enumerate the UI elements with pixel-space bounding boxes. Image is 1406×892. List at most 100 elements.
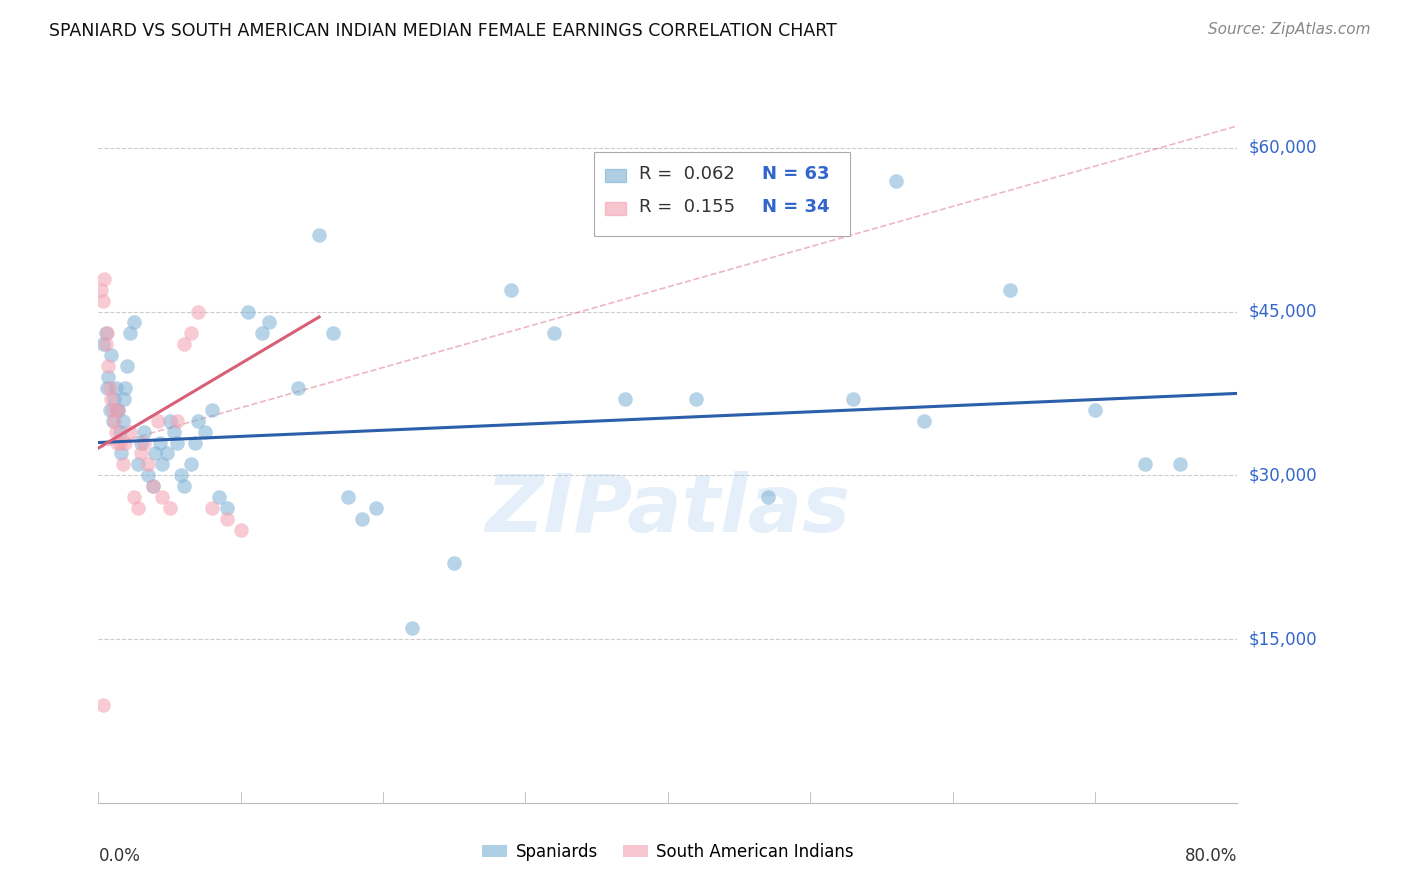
Point bbox=[614, 392, 637, 406]
Point bbox=[152, 458, 174, 472]
FancyBboxPatch shape bbox=[605, 202, 626, 215]
Point bbox=[998, 283, 1021, 297]
Point bbox=[105, 402, 128, 417]
Point bbox=[350, 512, 373, 526]
FancyBboxPatch shape bbox=[605, 169, 626, 182]
Point bbox=[1133, 458, 1156, 472]
Point bbox=[148, 414, 170, 428]
Text: $45,000: $45,000 bbox=[1249, 302, 1317, 320]
Point bbox=[101, 402, 124, 417]
Point bbox=[166, 435, 188, 450]
Point bbox=[98, 381, 121, 395]
Point bbox=[145, 446, 167, 460]
Text: R =  0.062: R = 0.062 bbox=[640, 166, 735, 184]
Point bbox=[685, 392, 707, 406]
Point bbox=[215, 512, 238, 526]
Point bbox=[173, 479, 195, 493]
Point bbox=[152, 490, 174, 504]
Point bbox=[215, 501, 238, 516]
Point bbox=[94, 337, 117, 351]
Point bbox=[180, 326, 202, 341]
Text: $30,000: $30,000 bbox=[1249, 467, 1317, 484]
Point bbox=[114, 381, 136, 395]
Point bbox=[103, 414, 125, 428]
Point bbox=[149, 435, 172, 450]
Point bbox=[129, 446, 152, 460]
Point bbox=[236, 304, 259, 318]
Point bbox=[1170, 458, 1192, 472]
Point bbox=[187, 304, 209, 318]
Text: N = 63: N = 63 bbox=[762, 166, 830, 184]
Point bbox=[884, 173, 907, 187]
FancyBboxPatch shape bbox=[593, 152, 851, 235]
Point bbox=[364, 501, 387, 516]
Point bbox=[107, 402, 129, 417]
Point bbox=[166, 414, 188, 428]
Point bbox=[163, 425, 186, 439]
Text: SPANIARD VS SOUTH AMERICAN INDIAN MEDIAN FEMALE EARNINGS CORRELATION CHART: SPANIARD VS SOUTH AMERICAN INDIAN MEDIAN… bbox=[49, 22, 837, 40]
Point bbox=[127, 458, 149, 472]
Point bbox=[159, 501, 181, 516]
Point bbox=[96, 326, 118, 341]
Point bbox=[107, 402, 129, 417]
Point bbox=[194, 425, 217, 439]
Legend: Spaniards, South American Indians: Spaniards, South American Indians bbox=[475, 837, 860, 868]
Point bbox=[443, 556, 465, 570]
Point bbox=[100, 392, 122, 406]
Point bbox=[122, 490, 145, 504]
Point bbox=[842, 392, 865, 406]
Point bbox=[136, 458, 159, 472]
Point bbox=[756, 490, 779, 504]
Point bbox=[91, 337, 114, 351]
Point bbox=[201, 501, 224, 516]
Point bbox=[111, 414, 134, 428]
Point bbox=[180, 458, 202, 472]
Point bbox=[94, 326, 117, 341]
Point bbox=[136, 468, 159, 483]
Point bbox=[110, 446, 132, 460]
Point bbox=[132, 435, 155, 450]
Point bbox=[112, 392, 135, 406]
Point bbox=[108, 425, 131, 439]
Point bbox=[115, 359, 138, 373]
Point bbox=[132, 425, 155, 439]
Point bbox=[127, 501, 149, 516]
Point bbox=[159, 414, 181, 428]
Point bbox=[118, 326, 141, 341]
Point bbox=[122, 315, 145, 329]
Point bbox=[308, 228, 330, 243]
Point bbox=[259, 315, 281, 329]
Text: $60,000: $60,000 bbox=[1249, 139, 1317, 157]
Point bbox=[336, 490, 359, 504]
Point bbox=[101, 414, 124, 428]
Text: ZIPatlas: ZIPatlas bbox=[485, 471, 851, 549]
Point bbox=[401, 621, 423, 635]
Point bbox=[96, 381, 118, 395]
Text: N = 34: N = 34 bbox=[762, 198, 830, 217]
Point bbox=[250, 326, 273, 341]
Point bbox=[201, 402, 224, 417]
Point bbox=[501, 283, 523, 297]
Point bbox=[141, 479, 163, 493]
Point bbox=[104, 381, 127, 395]
Point bbox=[97, 359, 120, 373]
Point bbox=[100, 348, 122, 362]
Point bbox=[118, 425, 141, 439]
Text: Source: ZipAtlas.com: Source: ZipAtlas.com bbox=[1208, 22, 1371, 37]
Point bbox=[90, 283, 112, 297]
Point bbox=[91, 698, 114, 712]
Point bbox=[91, 293, 114, 308]
Text: $15,000: $15,000 bbox=[1249, 630, 1317, 648]
Text: R =  0.155: R = 0.155 bbox=[640, 198, 735, 217]
Point bbox=[129, 435, 152, 450]
Point bbox=[208, 490, 231, 504]
Point bbox=[156, 446, 179, 460]
Point bbox=[287, 381, 309, 395]
Point bbox=[543, 326, 565, 341]
Point bbox=[103, 392, 125, 406]
Point bbox=[173, 337, 195, 351]
Text: 80.0%: 80.0% bbox=[1185, 847, 1237, 864]
Point bbox=[111, 458, 134, 472]
Point bbox=[114, 435, 136, 450]
Point bbox=[184, 435, 207, 450]
